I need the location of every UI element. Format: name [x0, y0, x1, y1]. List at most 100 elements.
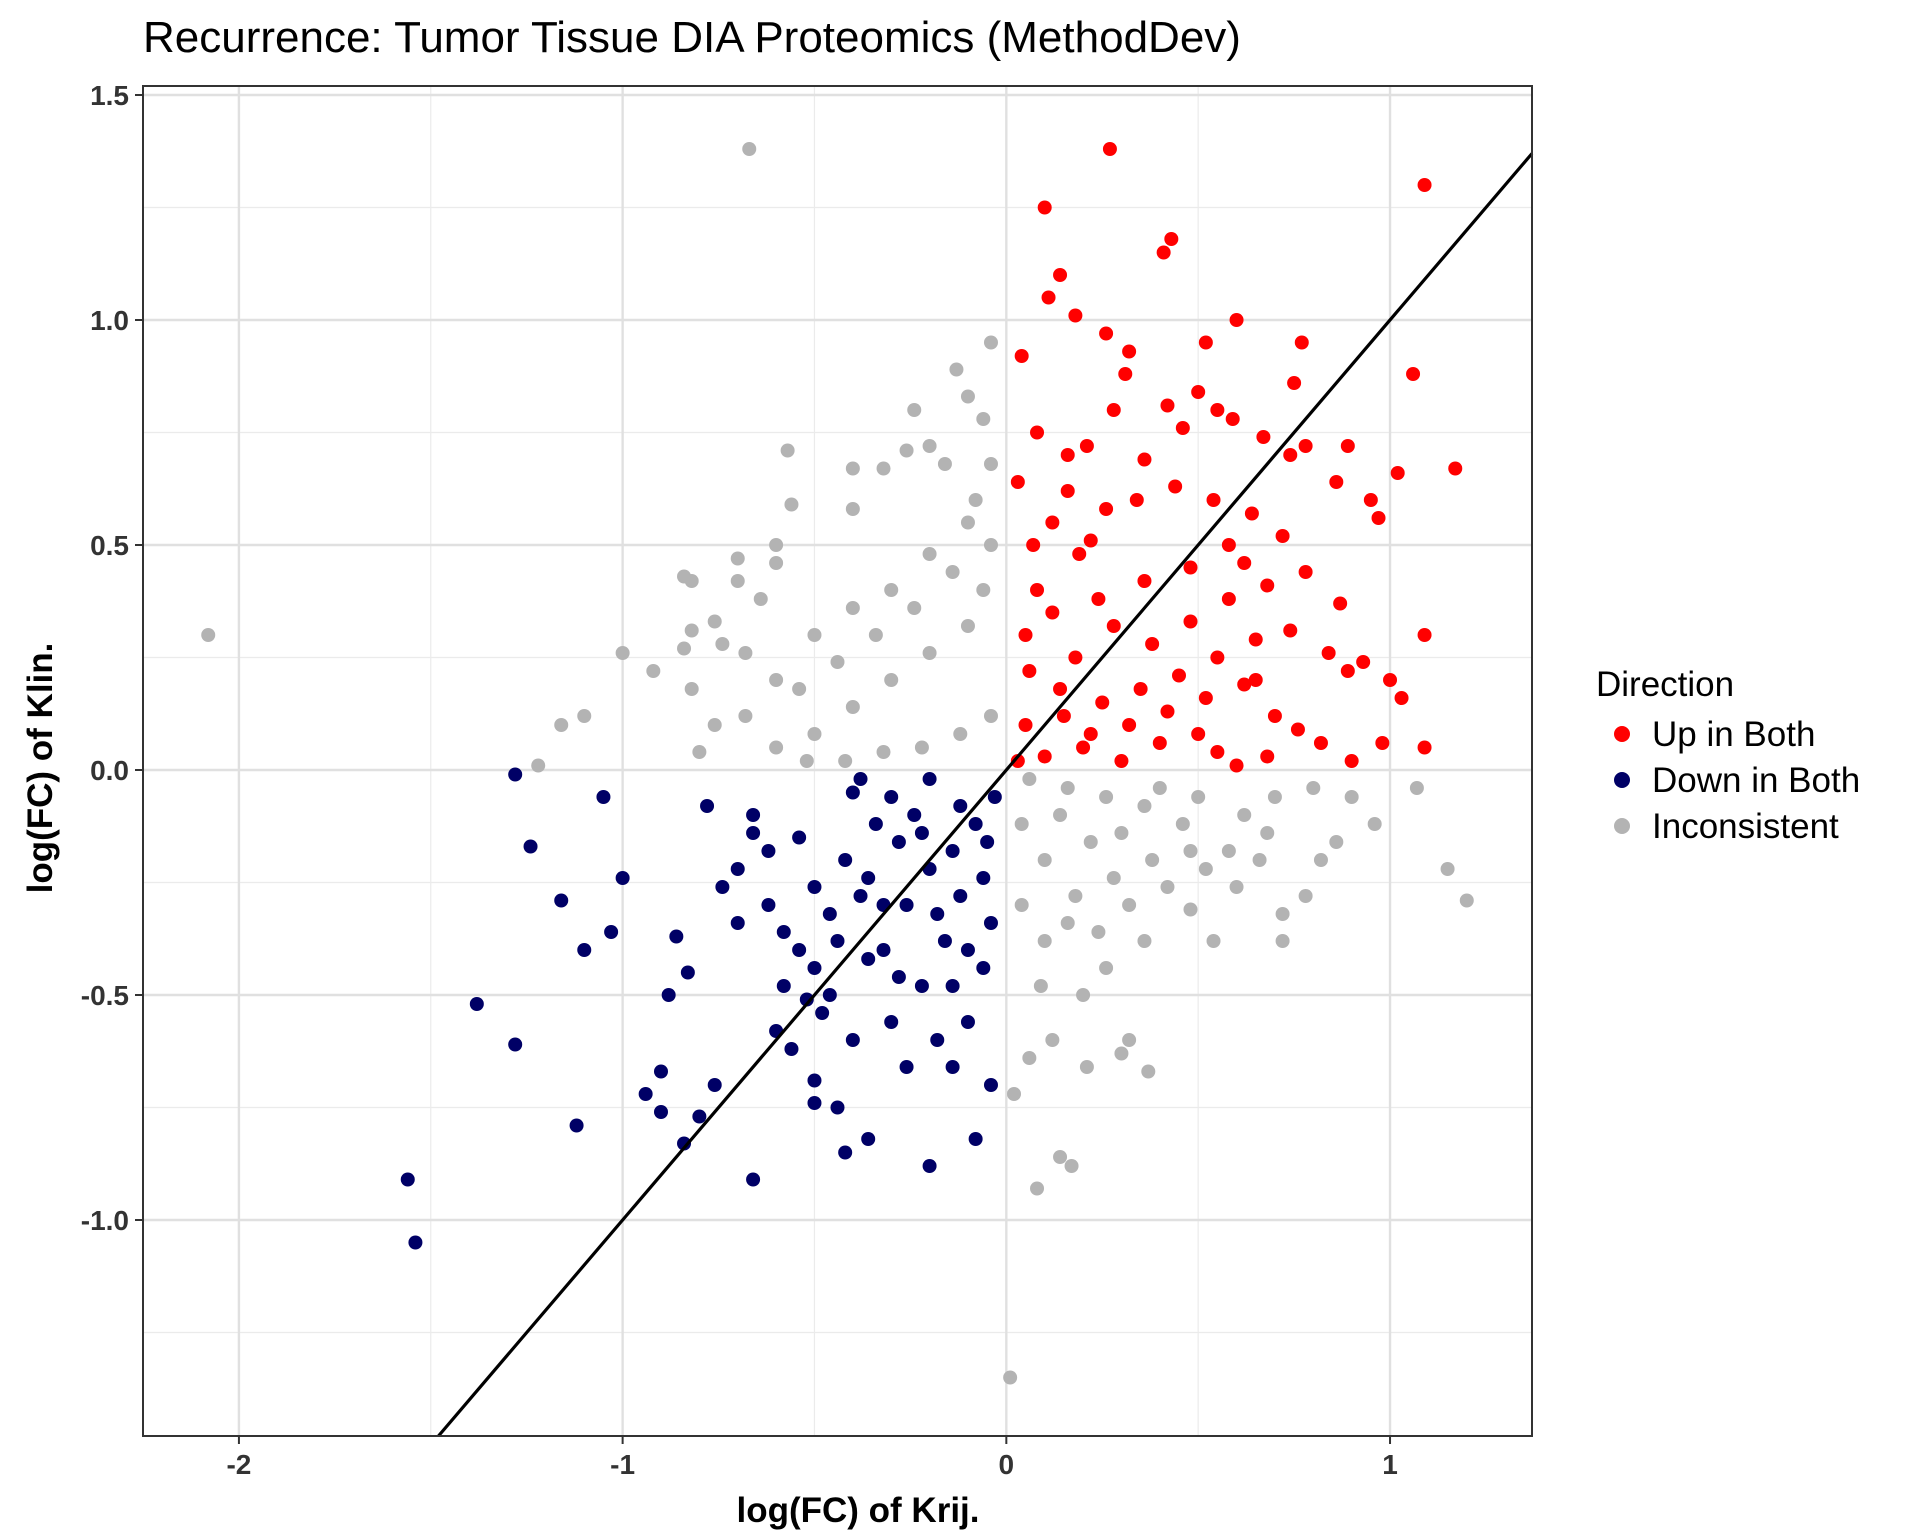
x-tick-label: -1	[610, 1449, 635, 1480]
data-point	[884, 790, 899, 804]
data-point	[1053, 1150, 1068, 1164]
data-point	[738, 646, 753, 660]
data-point	[1183, 844, 1198, 858]
data-point	[1045, 1033, 1060, 1047]
data-point	[646, 664, 661, 678]
data-point	[746, 826, 761, 840]
data-point	[1160, 398, 1175, 413]
data-point	[807, 961, 822, 975]
data-point	[1106, 871, 1121, 885]
data-point	[653, 1105, 668, 1119]
data-point	[1252, 853, 1267, 867]
data-point	[1106, 403, 1121, 417]
data-point	[1237, 808, 1252, 822]
data-point	[1260, 578, 1275, 593]
data-point	[884, 583, 899, 597]
data-point	[508, 1037, 523, 1052]
data-point	[1068, 889, 1083, 903]
data-point	[807, 1073, 822, 1088]
y-tick-label: 0.5	[90, 530, 129, 561]
data-point	[1083, 533, 1098, 548]
data-point	[822, 907, 837, 921]
data-point	[1037, 200, 1052, 215]
data-point	[838, 1145, 853, 1160]
data-point	[1068, 650, 1083, 665]
data-point	[615, 646, 630, 660]
data-point	[1248, 632, 1263, 647]
data-point	[1375, 736, 1390, 750]
data-point	[1206, 493, 1221, 507]
data-point	[1010, 475, 1025, 489]
data-point	[1260, 826, 1275, 840]
data-point	[1010, 754, 1025, 768]
data-point	[1122, 898, 1137, 912]
legend-label: Down in Both	[1652, 761, 1860, 800]
data-point	[953, 799, 968, 813]
data-point	[891, 835, 906, 849]
x-tick-label: 0	[999, 1449, 1015, 1480]
data-point	[1095, 695, 1110, 710]
y-tick-label: 1.0	[90, 305, 129, 336]
data-point	[769, 673, 784, 687]
data-point	[937, 934, 952, 948]
data-point	[914, 826, 929, 840]
data-point	[692, 1109, 707, 1124]
data-point	[845, 601, 860, 615]
data-point	[1191, 727, 1206, 741]
data-point	[845, 700, 860, 714]
legend-label: Inconsistent	[1652, 807, 1839, 846]
data-point	[531, 758, 546, 773]
data-point	[761, 898, 776, 912]
y-tick-label: 1.5	[90, 80, 129, 111]
data-point	[677, 641, 692, 656]
data-point	[1390, 466, 1405, 480]
data-point	[792, 943, 807, 957]
data-point	[1164, 232, 1179, 246]
data-point	[1122, 718, 1137, 732]
data-point	[1122, 344, 1137, 359]
data-point	[891, 970, 906, 984]
data-point	[1363, 493, 1378, 507]
data-point	[1221, 538, 1236, 552]
minor-gridlines	[143, 86, 1532, 1436]
data-point	[1417, 740, 1432, 755]
identity-line	[437, 152, 1534, 1438]
data-point	[987, 790, 1002, 804]
data-point	[684, 623, 699, 638]
data-point	[968, 1132, 983, 1146]
data-point	[830, 934, 845, 948]
data-point	[1175, 817, 1190, 831]
data-point	[1229, 758, 1244, 773]
data-point	[604, 925, 619, 939]
data-point	[1283, 448, 1298, 462]
data-point	[1160, 880, 1175, 894]
data-point	[1041, 290, 1056, 305]
data-point	[1137, 934, 1152, 948]
data-point	[1210, 403, 1225, 417]
data-point	[1221, 844, 1236, 858]
data-point	[861, 1132, 876, 1146]
data-point	[949, 362, 964, 377]
data-point	[845, 461, 860, 476]
chart-title: Recurrence: Tumor Tissue DIA Proteomics …	[143, 13, 1241, 62]
data-point	[761, 844, 776, 858]
data-point	[980, 835, 995, 849]
data-point	[884, 673, 899, 687]
data-point	[1459, 893, 1474, 908]
data-point	[554, 893, 569, 908]
data-point	[1053, 682, 1068, 696]
data-point	[845, 502, 860, 516]
data-point	[1248, 673, 1263, 687]
data-point	[680, 965, 695, 980]
data-point	[746, 1172, 761, 1187]
data-point	[914, 979, 929, 993]
legend-key	[1614, 772, 1630, 788]
data-point	[861, 871, 876, 885]
data-point	[408, 1235, 423, 1250]
data-point	[838, 853, 853, 867]
data-point	[1045, 605, 1060, 620]
data-point	[653, 1064, 668, 1079]
data-point	[1333, 596, 1348, 611]
data-point	[1060, 448, 1075, 462]
data-point	[899, 1060, 914, 1074]
